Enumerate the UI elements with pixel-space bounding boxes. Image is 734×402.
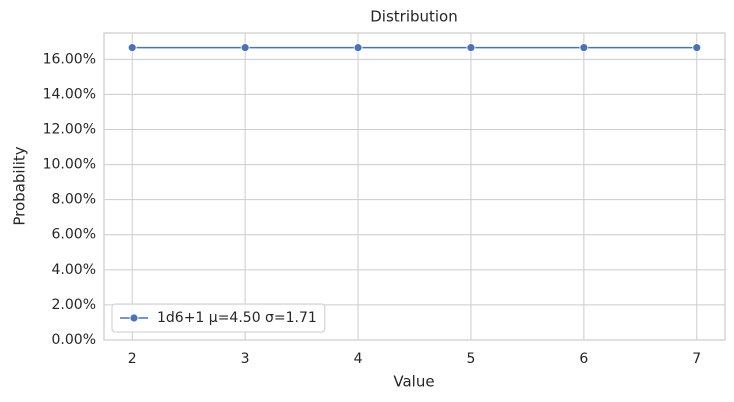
legend-box [111,303,326,333]
y-tick-label: 2.00% [52,297,96,313]
data-point [127,43,137,53]
data-point [240,43,250,53]
x-tick-label: 3 [241,351,250,367]
x-tick-label: 4 [354,351,363,367]
y-tick-label: 6.00% [52,227,96,243]
data-point [692,43,702,53]
y-tick-label: 0.00% [52,332,96,348]
x-tick-label: 6 [579,351,588,367]
plot-frame [103,32,726,341]
data-point [353,43,363,53]
y-tick-label: 14.00% [43,86,96,102]
x-tick-label: 2 [128,351,137,367]
y-tick-label: 12.00% [43,121,96,137]
y-tick-label: 8.00% [52,192,96,208]
y-tick-label: 16.00% [43,51,96,67]
y-axis-label: Probability [11,146,29,225]
x-tick-label: 7 [692,351,701,367]
y-tick-label: 4.00% [52,262,96,278]
data-point [466,43,476,53]
legend-marker [129,313,139,323]
x-tick-label: 5 [466,351,475,367]
legend: 1d6+1 μ=4.50 σ=1.71 [111,303,326,333]
data-point [579,43,589,53]
chart-title: Distribution [370,8,458,26]
legend-label: 1d6+1 μ=4.50 σ=1.71 [157,310,317,326]
y-tick-label: 10.00% [43,157,96,173]
x-axis-label: Value [393,373,434,391]
